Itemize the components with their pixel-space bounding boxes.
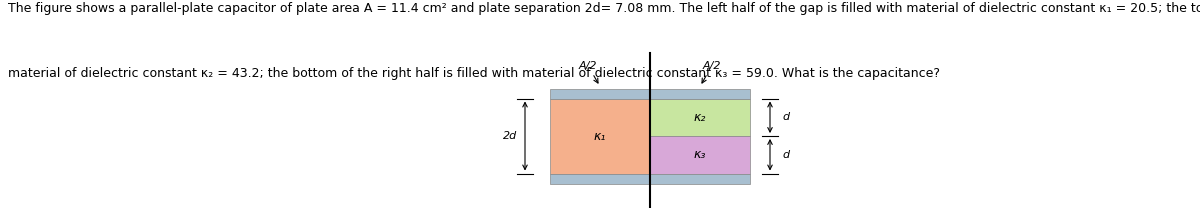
Text: A/2: A/2 [702,61,721,83]
Text: d: d [782,112,790,122]
Bar [650,136,750,173]
Text: d: d [782,150,790,160]
Text: κ₁: κ₁ [594,130,606,142]
Text: The figure shows a parallel-plate capacitor of plate area A = 11.4 cm² and plate: The figure shows a parallel-plate capaci… [8,2,1200,15]
Text: material of dielectric constant κ₂ = 43.2; the bottom of the right half is fille: material of dielectric constant κ₂ = 43.… [8,67,941,79]
Bar [650,99,750,136]
Text: A/2: A/2 [578,61,598,83]
Bar [550,88,750,99]
Bar [550,99,650,173]
Text: κ₃: κ₃ [694,148,706,161]
Text: κ₂: κ₂ [694,111,706,124]
Bar [550,173,750,183]
Text: 2d: 2d [503,131,517,141]
